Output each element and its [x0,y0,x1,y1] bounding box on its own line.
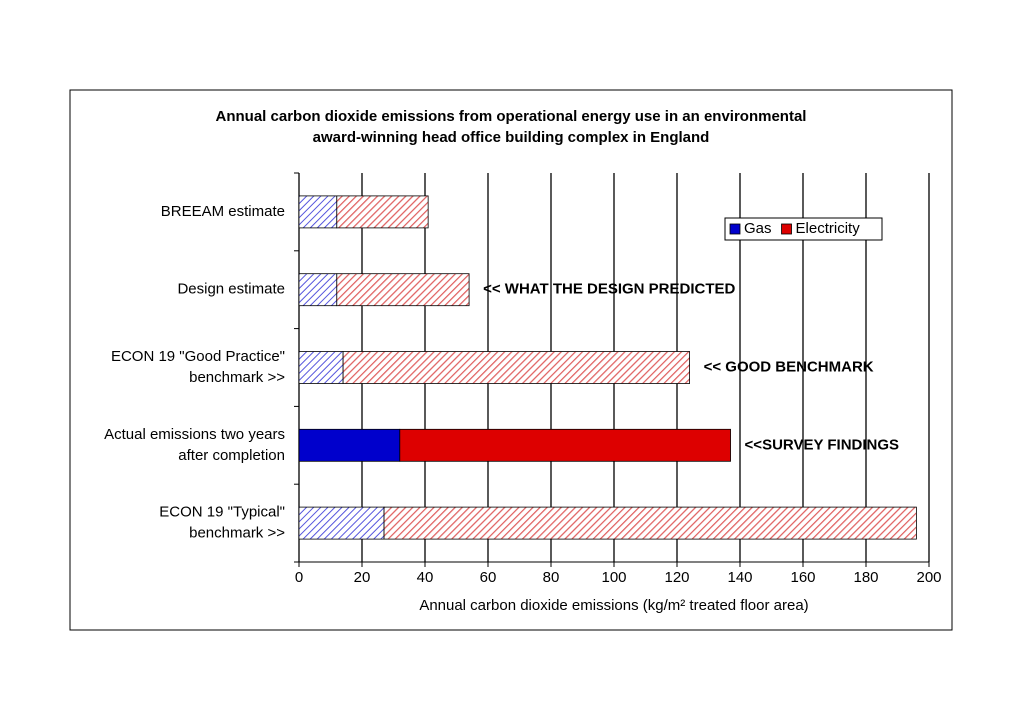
legend-label: Electricity [796,220,861,237]
y-tick-label: benchmark >> [189,525,285,542]
chart-title: award-winning head office building compl… [313,129,710,146]
x-tick-label: 0 [295,569,303,586]
x-tick-label: 140 [727,569,752,586]
bar-segment [342,351,691,384]
legend-swatch [729,223,741,235]
annotation: << WHAT THE DESIGN PREDICTED [483,281,735,298]
x-tick-label: 160 [790,569,815,586]
x-tick-label: 180 [853,569,878,586]
y-tick-label: ECON 19 "Typical" [159,504,285,521]
x-tick-label: 60 [480,569,497,586]
bar-segment [336,273,470,307]
x-axis-label: Annual carbon dioxide emissions (kg/m² t… [419,597,808,614]
x-tick-label: 40 [417,569,434,586]
chart-title: Annual carbon dioxide emissions from ope… [216,108,807,125]
bar-segment [399,428,731,462]
y-tick-label: benchmark >> [189,369,285,386]
y-tick-label: ECON 19 "Good Practice" [111,348,285,365]
bar-segment [298,506,385,540]
bar-segment [336,195,429,229]
bar-segment [298,428,401,462]
legend-box [724,217,883,241]
x-tick-label: 80 [543,569,560,586]
x-tick-label: 200 [916,569,941,586]
y-tick-label: Design estimate [177,281,285,298]
y-tick-label: BREEAM estimate [161,203,285,220]
bar-segment [383,506,917,540]
y-tick-label: Actual emissions two years [104,426,285,443]
bar-segment [298,195,338,229]
x-tick-label: 120 [664,569,689,586]
annotation: <<SURVEY FINDINGS [745,436,900,453]
y-tick-label: after completion [178,447,285,464]
annotation: << GOOD BENCHMARK [704,358,874,375]
x-tick-label: 20 [354,569,371,586]
bar-segment [298,351,344,384]
legend-swatch [781,223,792,235]
bar-segment [298,273,338,307]
legend-label: Gas [744,220,772,237]
x-tick-label: 100 [601,569,626,586]
